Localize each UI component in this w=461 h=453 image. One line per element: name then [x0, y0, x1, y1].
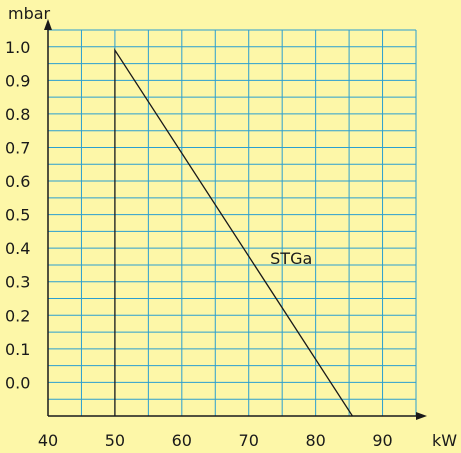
y-tick-label: 0.1: [5, 340, 30, 359]
x-axis-arrow: [416, 412, 427, 420]
series-label-stga: STGa: [270, 249, 312, 268]
y-tick-label: 0.4: [5, 239, 30, 258]
series-layer: [114, 47, 353, 417]
x-tick-label: 80: [305, 431, 325, 450]
axes: [44, 19, 427, 420]
y-tick-label: 0.8: [5, 105, 30, 124]
series-line-stga: [114, 47, 353, 417]
y-tick-label: 0.2: [5, 306, 30, 325]
grid: [48, 29, 417, 416]
y-tick-label: 0.7: [5, 138, 30, 157]
x-axis-unit-label: kW: [432, 431, 457, 450]
y-tick-label: 0.3: [5, 273, 30, 292]
x-tick-label: 40: [38, 431, 58, 450]
y-axis-unit-label: mbar: [8, 4, 51, 23]
y-tick-label: 0.0: [5, 373, 30, 392]
x-tick-label: 90: [372, 431, 392, 450]
x-tick-label: 70: [239, 431, 259, 450]
y-axis-arrow: [44, 19, 52, 30]
y-tick-label: 0.6: [5, 172, 30, 191]
x-tick-label: 60: [172, 431, 192, 450]
y-tick-label: 0.9: [5, 71, 30, 90]
tick-labels: 0.0 0.1 0.2 0.3 0.4 0.5 0.6 0.7 0.8 0.9 1.0 40 50 60 7…: [5, 38, 393, 450]
y-tick-label: 0.5: [5, 206, 30, 225]
x-tick-label: 50: [105, 431, 125, 450]
y-tick-label: 1.0: [5, 38, 30, 57]
